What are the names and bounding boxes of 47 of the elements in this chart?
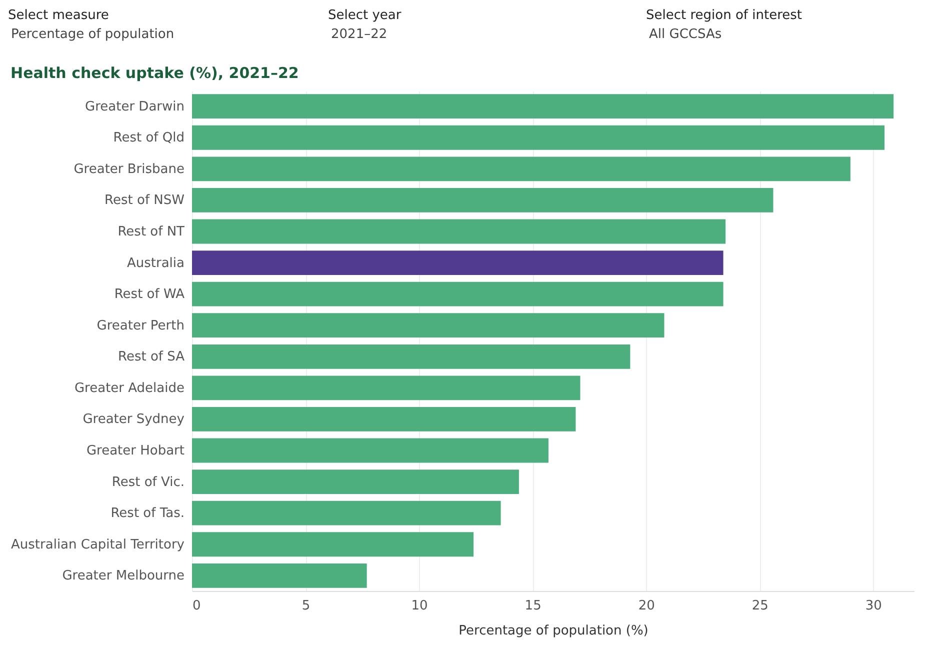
y-tick-label: Rest of NT bbox=[118, 224, 185, 240]
text: All GCCSAs bbox=[648, 27, 723, 42]
bar bbox=[192, 250, 724, 275]
y-tick-label: Greater Perth bbox=[96, 318, 184, 334]
x-tick-label: 15 bbox=[524, 598, 542, 614]
x-tick-label: 5 bbox=[302, 598, 310, 614]
x-tick-label: 20 bbox=[638, 598, 655, 614]
y-tick-label: Rest of WA bbox=[114, 287, 185, 302]
bar bbox=[192, 376, 580, 400]
bar bbox=[192, 407, 576, 432]
text: Select region of interest bbox=[646, 8, 802, 23]
bar bbox=[192, 438, 548, 463]
y-tick-label: Rest of NSW bbox=[104, 193, 185, 208]
x-tick-label: 10 bbox=[411, 598, 428, 614]
y-tick-label: Greater Hobart bbox=[86, 444, 184, 459]
bar bbox=[192, 156, 850, 182]
bar bbox=[192, 532, 474, 557]
y-tick-label: Greater Melbourne bbox=[62, 568, 184, 584]
bar bbox=[192, 94, 894, 119]
bar bbox=[192, 188, 774, 212]
bar bbox=[192, 282, 724, 306]
y-tick-label: Greater Sydney bbox=[82, 412, 185, 428]
y-tick-label: Australia bbox=[126, 256, 184, 271]
text: Select year bbox=[328, 8, 402, 23]
y-tick-label: Greater Brisbane bbox=[74, 162, 184, 177]
text: 2021–22 bbox=[330, 27, 388, 42]
bar bbox=[192, 344, 630, 369]
y-tick-label: Rest of Tas. bbox=[110, 506, 184, 522]
y-tick-label: Greater Darwin bbox=[85, 99, 184, 114]
bar bbox=[192, 563, 367, 588]
y-tick-label: Australian Capital Territory bbox=[11, 537, 185, 552]
x-tick-label: 0 bbox=[192, 598, 201, 614]
bar bbox=[192, 500, 501, 526]
y-tick-label: Rest of Vic. bbox=[112, 474, 184, 490]
x-tick-label: 30 bbox=[865, 598, 882, 614]
text: Select measure bbox=[8, 8, 110, 23]
x-axis-title: Percentage of population (%) bbox=[458, 624, 648, 638]
bar bbox=[192, 219, 726, 244]
bar bbox=[192, 313, 664, 338]
y-tick-label: Rest of Qld bbox=[113, 130, 184, 146]
x-tick-label: 25 bbox=[752, 598, 768, 614]
text: Percentage of population bbox=[10, 27, 174, 42]
chart-title: Health check uptake (%), 2021–22 bbox=[10, 64, 299, 82]
y-tick-label: Greater Adelaide bbox=[74, 380, 184, 396]
bar bbox=[192, 125, 884, 150]
bar bbox=[192, 470, 519, 494]
y-tick-label: Rest of SA bbox=[118, 350, 185, 365]
